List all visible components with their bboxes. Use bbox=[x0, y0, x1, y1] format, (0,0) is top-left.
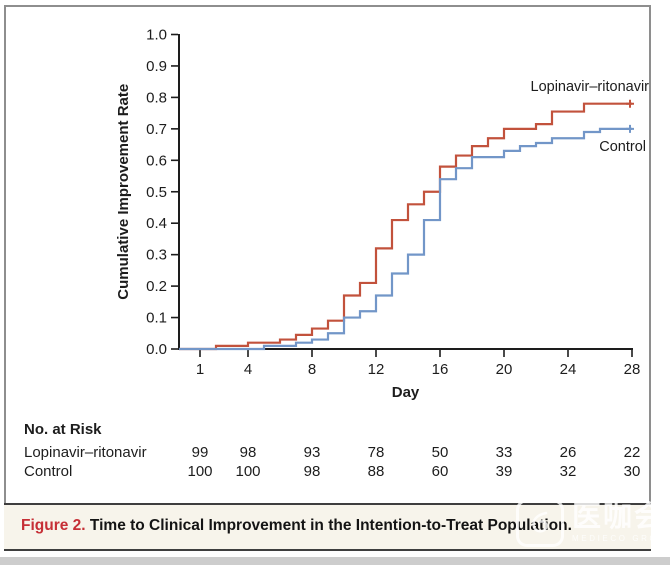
risk-value: 32 bbox=[559, 463, 577, 480]
curve-control bbox=[179, 127, 632, 351]
risk-value: 22 bbox=[623, 444, 641, 461]
y-axis-tick-label: 0.6 bbox=[146, 152, 167, 169]
risk-value: 98 bbox=[303, 463, 321, 480]
risk-value: 98 bbox=[239, 444, 257, 461]
x-axis-tick-label: 20 bbox=[496, 361, 513, 378]
y-axis-tick-label: 0.8 bbox=[146, 89, 167, 106]
caption-bar: Figure 2. Time to Clinical Improvement i… bbox=[4, 503, 651, 551]
risk-value: 60 bbox=[431, 463, 449, 480]
y-axis-tick-label: 1.0 bbox=[146, 27, 167, 44]
y-axis-tick-label: 0.7 bbox=[146, 121, 167, 138]
risk-value: 39 bbox=[495, 463, 513, 480]
y-axis-title: Cumulative Improvement Rate bbox=[115, 84, 132, 300]
risk-value: 88 bbox=[367, 463, 385, 480]
risk-value: 78 bbox=[367, 444, 385, 461]
risk-row-label: Lopinavir–ritonavir bbox=[24, 444, 147, 461]
x-axis-tick-label: 1 bbox=[196, 361, 204, 378]
x-axis-tick-label: 16 bbox=[432, 361, 449, 378]
y-axis-tick-label: 0.5 bbox=[146, 184, 167, 201]
risk-value: 100 bbox=[187, 463, 213, 480]
risk-value: 26 bbox=[559, 444, 577, 461]
y-axis-tick-label: 0.2 bbox=[146, 278, 167, 295]
censor-mark-control bbox=[626, 124, 634, 133]
y-axis-tick-label: 0.1 bbox=[146, 310, 167, 327]
y-axis-tick-label: 0.3 bbox=[146, 247, 167, 264]
x-axis-tick-label: 28 bbox=[624, 361, 641, 378]
x-axis-title: Day bbox=[392, 384, 420, 401]
series-label-control: Control bbox=[599, 139, 646, 155]
risk-value: 93 bbox=[303, 444, 321, 461]
y-axis-tick-label: 0.9 bbox=[146, 58, 167, 75]
censor-mark-lopinavir-ritonavir bbox=[626, 99, 634, 108]
risk-value: 50 bbox=[431, 444, 449, 461]
y-axis-tick-label: 0.0 bbox=[146, 341, 167, 358]
figure-caption: Figure 2. Time to Clinical Improvement i… bbox=[21, 517, 572, 535]
number-at-risk-table: No. at Risk Lopinavir–ritonavir 99 98 93 78 5… bbox=[24, 421, 641, 480]
page-bottom-strip bbox=[0, 557, 670, 565]
x-axis-tick-label: 8 bbox=[308, 361, 316, 378]
figure-caption-text: Time to Clinical Improvement in the Inte… bbox=[89, 517, 572, 534]
x-axis-tick-label: 12 bbox=[368, 361, 385, 378]
risk-value: 99 bbox=[191, 444, 209, 461]
series-label-lopinavir-ritonavir: Lopinavir–ritonavir bbox=[531, 79, 650, 95]
x-axis-tick-label: 4 bbox=[244, 361, 252, 378]
figure-number-label: Figure 2. bbox=[21, 517, 86, 534]
kaplan-meier-chart: 0.0 0.1 0.2 0.3 0.4 0.5 0.6 0.7 0.8 0.9 1.0 1 4 8 12 16… bbox=[115, 27, 650, 402]
risk-table-title: No. at Risk bbox=[24, 421, 102, 438]
y-axis-tick-label: 0.4 bbox=[146, 215, 167, 232]
risk-value: 30 bbox=[623, 463, 641, 480]
risk-value: 100 bbox=[235, 463, 261, 480]
risk-value: 33 bbox=[495, 444, 513, 461]
risk-row-label: Control bbox=[24, 463, 73, 480]
curve-lopinavir-ritonavir bbox=[179, 102, 632, 351]
x-axis-tick-label: 24 bbox=[560, 361, 577, 378]
figure-frame bbox=[4, 5, 651, 549]
